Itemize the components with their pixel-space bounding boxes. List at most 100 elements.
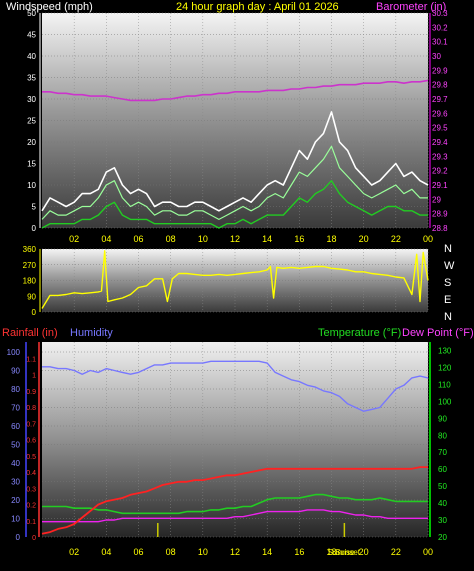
- barometer-y-tick-label: 29.1: [432, 181, 448, 190]
- temp-y-tick-label: 90: [438, 414, 447, 423]
- rain-y-tick-label: 0.4: [26, 470, 36, 477]
- x-tick-label: 02: [69, 547, 79, 557]
- barometer-y-tick-label: 29.3: [432, 152, 448, 161]
- x-tick-label: 16: [294, 234, 304, 244]
- barometer-y-tick-label: 30.2: [432, 23, 448, 32]
- x-tick-label: 02: [69, 234, 79, 244]
- wind-y-tick-label: 25: [27, 117, 36, 126]
- x-tick-label: 14: [262, 234, 272, 244]
- dewpoint-series: [42, 509, 428, 523]
- humidity-y-tick-label: 30: [11, 478, 20, 487]
- rainfall-series: [41, 466, 428, 535]
- humidity-y-tick-label: 80: [11, 385, 20, 394]
- temp-y-tick-label: 70: [438, 448, 447, 457]
- rain-y-tick-label: 0.3: [26, 486, 36, 493]
- windspeed-axis-title: Windspeed (mph): [6, 1, 93, 13]
- x-tick-label: 00: [423, 234, 433, 244]
- x-tick-label: 12: [230, 547, 240, 557]
- wind-y-tick-label: 30: [27, 95, 36, 104]
- temp-y-tick-label: 40: [438, 499, 447, 508]
- rain-y-tick-label: 1: [32, 373, 36, 380]
- wind-y-tick-label: 5: [32, 203, 37, 212]
- rain-y-tick-label: 0: [32, 535, 36, 542]
- rain-y-tick-label: 0.1: [26, 519, 36, 526]
- wind-direction-series: [41, 250, 429, 309]
- barometer-y-tick-label: 30.1: [432, 38, 448, 47]
- x-tick-label: 10: [198, 547, 208, 557]
- humidity-y-tick-label: 0: [16, 533, 21, 542]
- barometer-y-tick-label: 29: [432, 195, 441, 204]
- temp-y-tick-label: 30: [438, 516, 447, 525]
- humidity-y-tick-label: 70: [11, 404, 20, 413]
- x-tick-label: 06: [133, 234, 143, 244]
- rain-y-tick-label: 0.8: [26, 405, 36, 412]
- rain-y-tick-label: 0.7: [26, 421, 36, 428]
- temp-y-tick-label: 130: [438, 346, 452, 355]
- barometer-y-tick-label: 28.9: [432, 210, 448, 219]
- barometer-y-tick-label: 29.9: [432, 66, 448, 75]
- x-tick-label: 18: [326, 234, 336, 244]
- chart-date-title: 24 hour graph day : April 01 2026: [176, 1, 339, 13]
- sunrise-label: Sunrise: [328, 548, 356, 557]
- barometer-y-tick-label: 29.7: [432, 95, 448, 104]
- temp-y-tick-label: 80: [438, 431, 447, 440]
- temp-y-tick-label: 60: [438, 465, 447, 474]
- barometer-y-tick-label: 29.6: [432, 109, 448, 118]
- temperature-axis-title: Temperature (°F): [318, 327, 401, 339]
- series-layer: [41, 79, 429, 537]
- x-tick-label: 22: [391, 547, 401, 557]
- wind-avg-series: [41, 179, 428, 229]
- x-tick-label: 18: [326, 547, 336, 557]
- humidity-y-tick-label: 40: [11, 459, 20, 468]
- humidity-y-tick-label: 10: [11, 515, 20, 524]
- barometer-y-tick-label: 29.2: [432, 167, 448, 176]
- humidity-y-tick-label: 100: [7, 348, 21, 357]
- direction-y-tick-label: 270: [23, 261, 37, 270]
- humidity-y-tick-label: 20: [11, 496, 20, 505]
- humidity-axis-title: Humidity: [70, 327, 113, 339]
- dewpoint-axis-title: Dew Point (°F): [402, 327, 474, 339]
- barometer-y-tick-label: 29.5: [432, 124, 448, 133]
- wind-y-tick-label: 15: [27, 160, 36, 169]
- wind-gust-series: [41, 111, 429, 212]
- x-tick-label: 06: [133, 547, 143, 557]
- temp-y-tick-label: 120: [438, 363, 452, 372]
- direction-y-tick-label: 360: [23, 245, 37, 254]
- wind-y-tick-label: 0: [32, 224, 37, 233]
- axes-layer: 0510152025303540455028.828.92929.129.229…: [7, 9, 455, 557]
- wind-y-tick-label: 20: [27, 138, 36, 147]
- x-tick-label: 08: [166, 234, 176, 244]
- direction-y-tick-label: 0: [32, 308, 37, 317]
- x-tick-label: 10: [198, 234, 208, 244]
- compass-label: E: [444, 294, 451, 306]
- compass-label: S: [444, 277, 451, 289]
- direction-y-tick-label: 90: [27, 292, 36, 301]
- wind-y-tick-label: 50: [27, 9, 36, 18]
- x-tick-label: 20: [359, 234, 369, 244]
- compass-label: N: [444, 243, 452, 255]
- wind-mid-series: [41, 145, 428, 220]
- x-tick-label: 20: [359, 547, 369, 557]
- temp-y-tick-label: 50: [438, 482, 447, 491]
- wind-y-tick-label: 45: [27, 31, 36, 40]
- barometer-y-tick-label: 28.8: [432, 224, 448, 233]
- wind-y-tick-label: 35: [27, 74, 36, 83]
- humidity-y-tick-label: 60: [11, 422, 20, 431]
- barometer-y-tick-label: 30: [432, 52, 441, 61]
- rain-y-tick-label: 0.9: [26, 389, 36, 396]
- barometer-y-tick-label: 29.4: [432, 138, 448, 147]
- wind-y-tick-label: 10: [27, 181, 36, 190]
- x-tick-label: 04: [101, 547, 111, 557]
- compass-label: W: [444, 260, 455, 272]
- rain-y-tick-label: 0.2: [26, 503, 36, 510]
- sunset-label: Sunset: [335, 548, 361, 557]
- x-tick-label: 04: [101, 234, 111, 244]
- x-tick-label: 16: [294, 547, 304, 557]
- barometer-series: [42, 79, 429, 102]
- rain-y-tick-label: 0.5: [26, 454, 36, 461]
- x-tick-label: 22: [391, 234, 401, 244]
- barometer-y-tick-label: 29.8: [432, 81, 448, 90]
- rainfall-axis-title: Rainfall (in): [2, 327, 58, 339]
